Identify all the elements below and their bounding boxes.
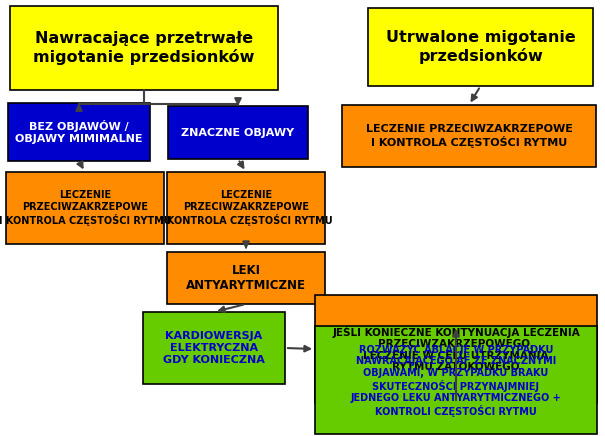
Text: KARDIOWERSJA
ELEKTRYCZNA
GDY KONIECZNA: KARDIOWERSJA ELEKTRYCZNA GDY KONIECZNA [163, 331, 265, 364]
FancyBboxPatch shape [315, 295, 597, 403]
Text: LECZENIE
PRZECIWZAKRZEPOWE
I KONTROLA CZĘSTOŚCI RYTMU: LECZENIE PRZECIWZAKRZEPOWE I KONTROLA CZ… [160, 190, 332, 226]
FancyBboxPatch shape [368, 8, 593, 86]
FancyBboxPatch shape [10, 6, 278, 90]
Text: LEKI
ANTYARYTMICZNE: LEKI ANTYARYTMICZNE [186, 264, 306, 292]
Text: ZNACZNE OBJAWY: ZNACZNE OBJAWY [182, 127, 295, 137]
FancyBboxPatch shape [6, 172, 164, 244]
Text: LECZENIE PRZECIWZAKRZEPOWE
I KONTROLA CZĘSTOŚCI RYTMU: LECZENIE PRZECIWZAKRZEPOWE I KONTROLA CZ… [365, 124, 572, 148]
FancyBboxPatch shape [143, 312, 285, 384]
Text: JEŚLI KONIECZNE KONTYNUACJA LECZENIA
PRZECIWZAKRZEPOWEGO,
LECZENIE W CELU UTRZYM: JEŚLI KONIECZNE KONTYNUACJA LECZENIA PRZ… [332, 326, 580, 372]
FancyBboxPatch shape [167, 172, 325, 244]
Text: Utrwalone migotanie
przedsionków: Utrwalone migotanie przedsionków [385, 30, 575, 64]
FancyBboxPatch shape [168, 106, 308, 159]
Text: BEZ OBJAWÓW /
OBJAWY MIMIMALNE: BEZ OBJAWÓW / OBJAWY MIMIMALNE [15, 120, 143, 144]
FancyBboxPatch shape [315, 326, 597, 434]
Text: ROZWAŻYĆ ABLACJĘ W PRZYPADKU
NAWRACАJĄCEGO AF ZE ZNACZNYMI
OBJAWAMI, W PRZYPADKU: ROZWAŻYĆ ABLACJĘ W PRZYPADKU NAWRACАJĄCE… [351, 343, 561, 417]
FancyBboxPatch shape [8, 103, 150, 161]
FancyBboxPatch shape [167, 252, 325, 304]
FancyBboxPatch shape [342, 105, 596, 167]
Text: Nawracające przetrwałe
migotanie przedsionków: Nawracające przetrwałe migotanie przedsi… [33, 31, 255, 65]
Text: LECZENIE
PRZECIWZAKRZEPOWE
I KONTROLA CZĘSTOŚCI RYTMU: LECZENIE PRZECIWZAKRZEPOWE I KONTROLA CZ… [0, 190, 171, 226]
